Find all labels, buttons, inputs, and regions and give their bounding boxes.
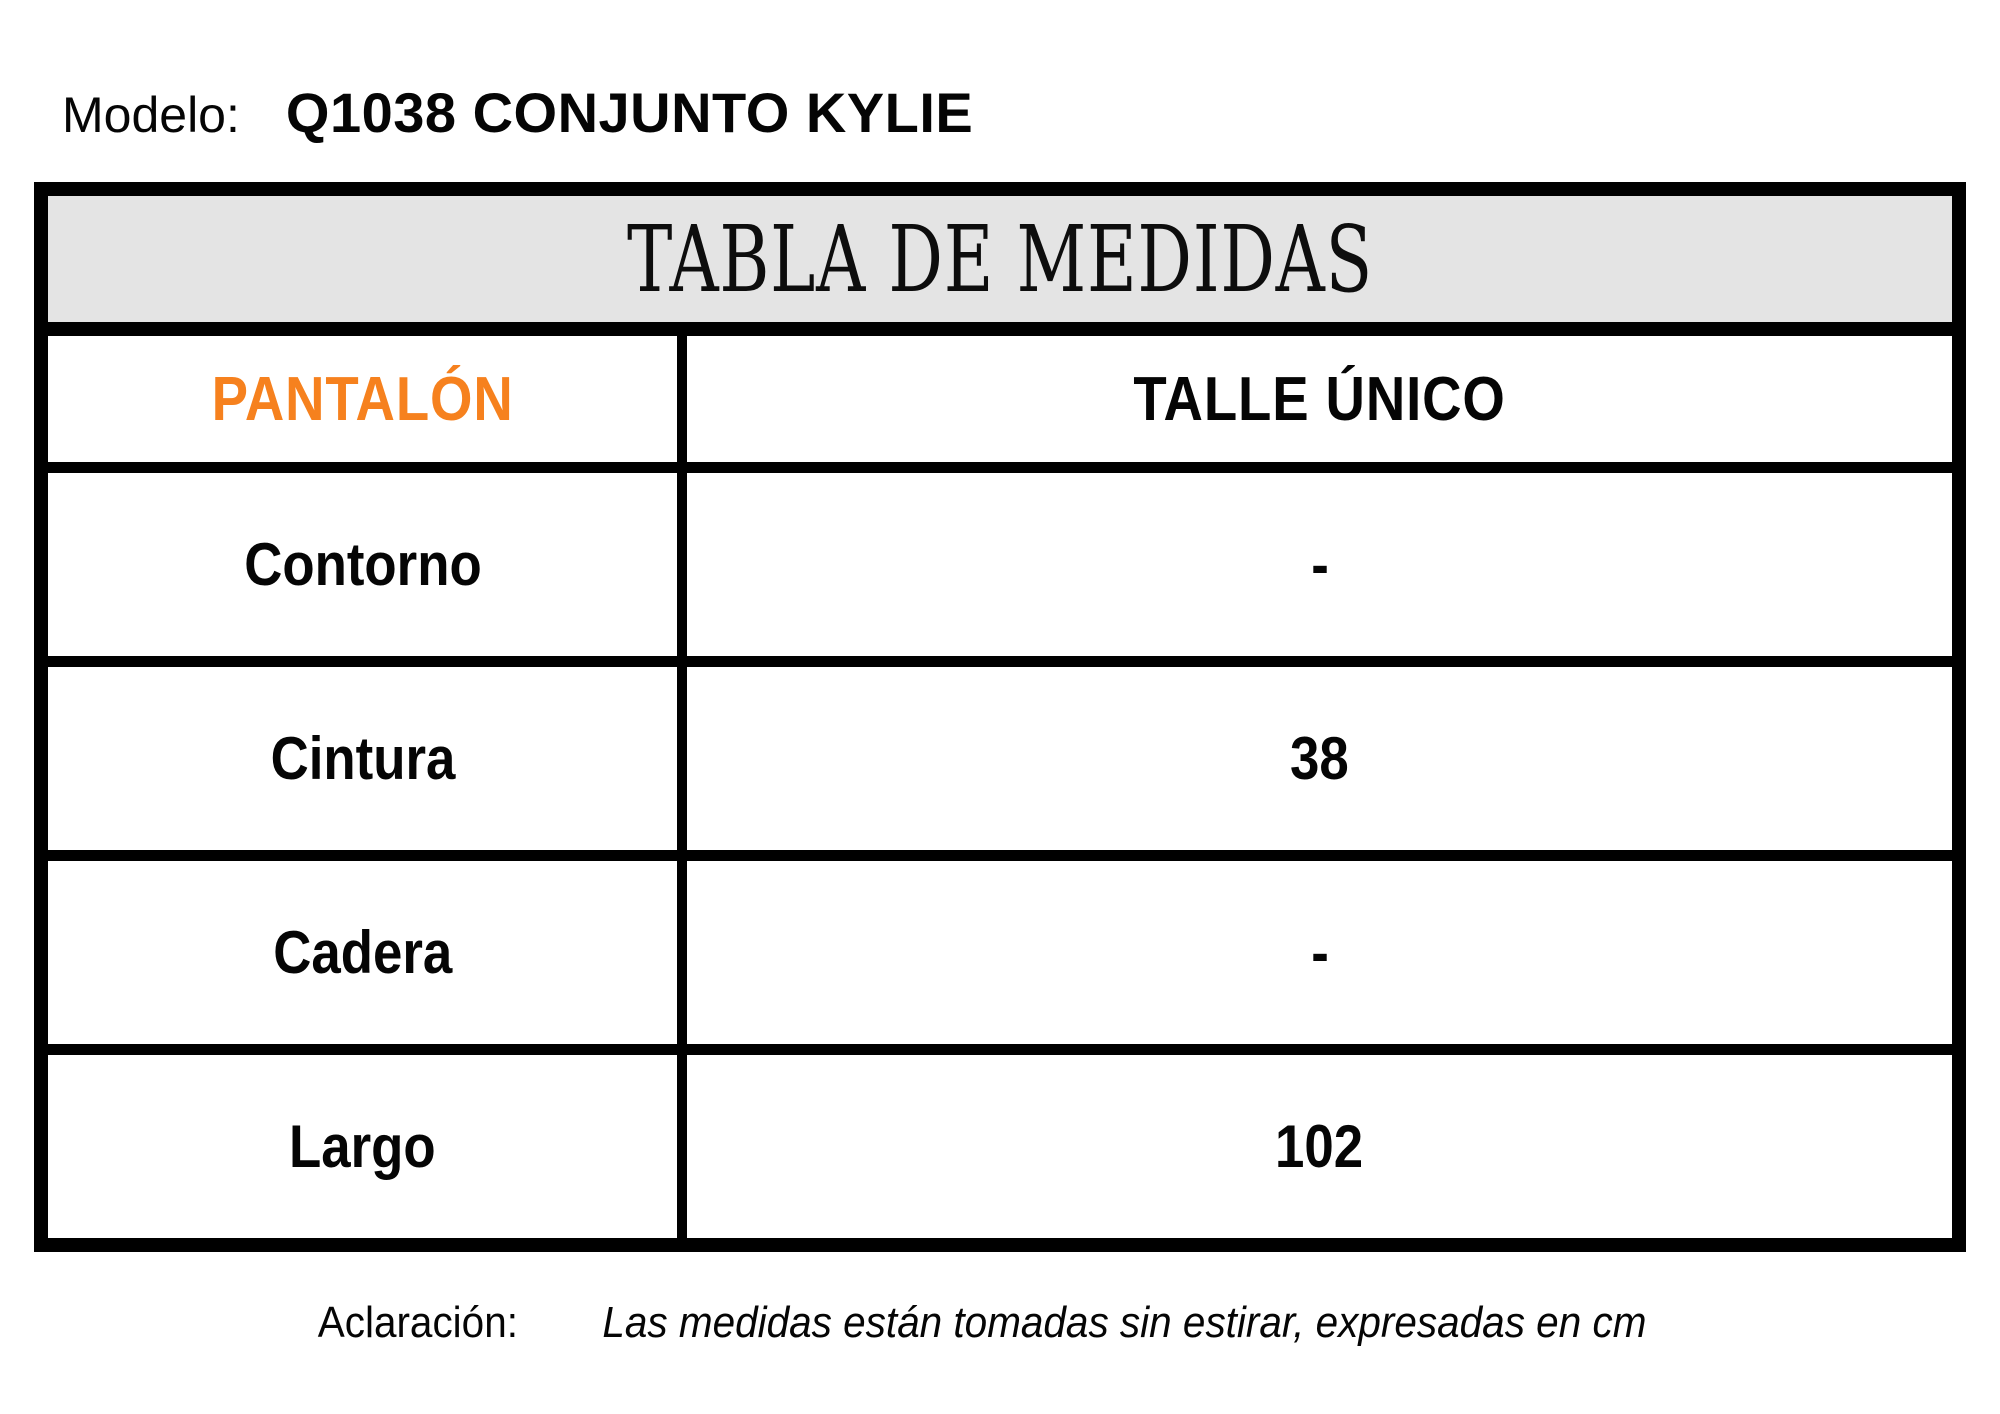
row-label-cell: Cadera: [48, 861, 687, 1044]
table-row-largo: Largo 102: [48, 1044, 1952, 1238]
row-value-cell: 102: [687, 1055, 1952, 1238]
row-value: 102: [1275, 1113, 1364, 1180]
category-header-label: PANTALÓN: [211, 364, 514, 434]
table-title: TABLA DE MEDIDAS: [627, 205, 1373, 313]
row-value: -: [1310, 531, 1329, 598]
row-label: Contorno: [243, 531, 482, 598]
table-row-cadera: Cadera -: [48, 850, 1952, 1044]
footnote: Aclaración: Las medidas están tomadas si…: [0, 1298, 2000, 1348]
row-label: Cadera: [272, 919, 453, 986]
row-value-cell: 38: [687, 667, 1952, 850]
footnote-label: Aclaración:: [317, 1298, 518, 1347]
size-header-label: TALLE ÚNICO: [1133, 364, 1506, 434]
row-label-cell: Largo: [48, 1055, 687, 1238]
row-label-cell: Cintura: [48, 667, 687, 850]
size-header-cell: TALLE ÚNICO: [687, 336, 1952, 462]
table-title-bar: TABLA DE MEDIDAS: [48, 196, 1952, 336]
category-header-cell: PANTALÓN: [48, 336, 687, 462]
row-label: Largo: [289, 1113, 436, 1180]
row-value-cell: -: [687, 861, 1952, 1044]
row-value: 38: [1290, 725, 1349, 792]
row-label: Cintura: [270, 725, 455, 792]
measurements-table: TABLA DE MEDIDAS PANTALÓN TALLE ÚNICO Co…: [34, 182, 1966, 1252]
table-header-row: PANTALÓN TALLE ÚNICO: [48, 336, 1952, 462]
model-label: Modelo:: [62, 87, 240, 143]
table-row-cintura: Cintura 38: [48, 656, 1952, 850]
row-value: -: [1310, 919, 1329, 986]
model-value: Q1038 CONJUNTO KYLIE: [285, 81, 974, 144]
row-value-cell: -: [687, 473, 1952, 656]
model-line: Modelo: Q1038 CONJUNTO KYLIE: [62, 80, 973, 145]
row-label-cell: Contorno: [48, 473, 687, 656]
footnote-text: Las medidas están tomadas sin estirar, e…: [602, 1298, 1647, 1347]
table-row-contorno: Contorno -: [48, 462, 1952, 656]
